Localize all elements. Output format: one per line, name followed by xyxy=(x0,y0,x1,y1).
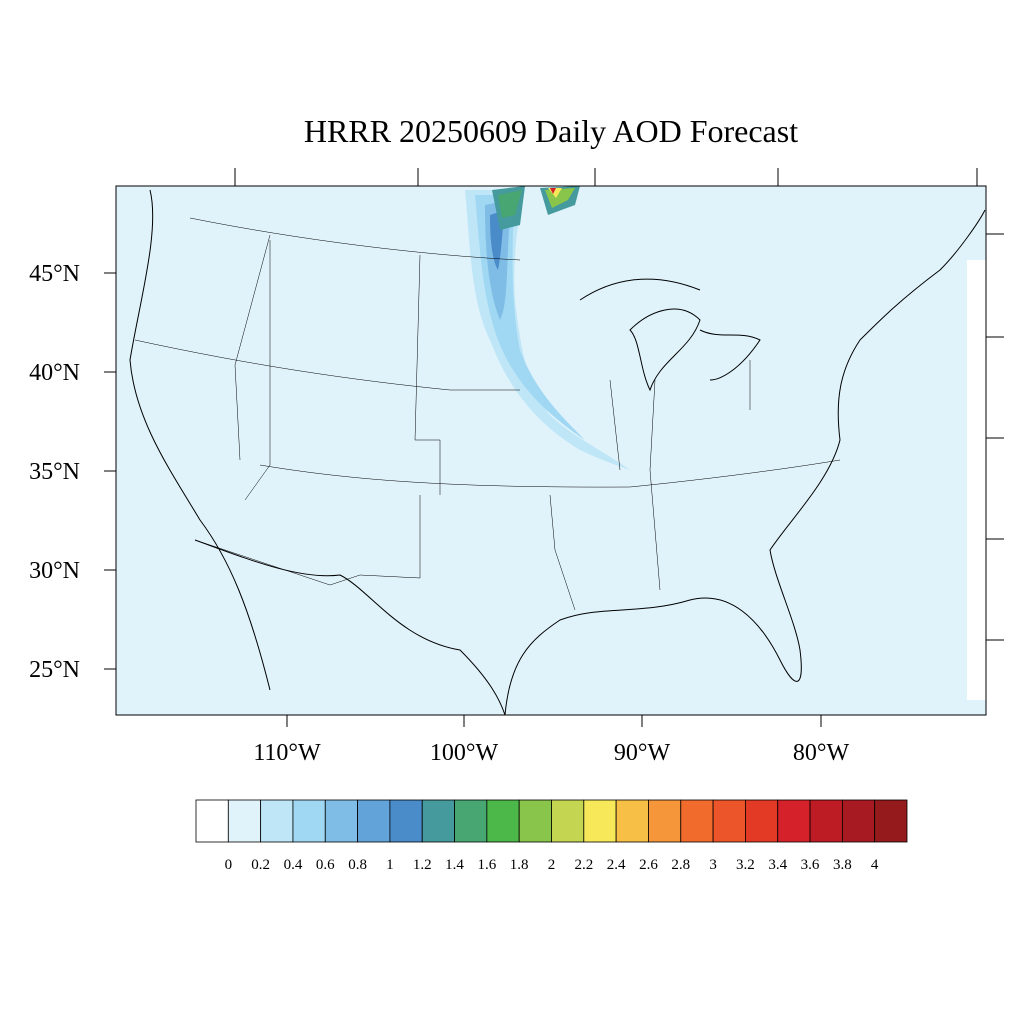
aod-field xyxy=(116,186,986,715)
colorbar-box xyxy=(195,799,229,843)
colorbar-box xyxy=(615,799,649,843)
colorbar: 0 0.2 0.4 0.6 0.8 1 1.2 1.4 1.6 1.8 2 2.2 2.4 2.6 2.8 3… xyxy=(195,799,908,873)
colorbar-box xyxy=(874,799,908,843)
colorbar-label: 1.8 xyxy=(510,857,529,873)
colorbar-box xyxy=(421,799,455,843)
colorbar-label: 2 xyxy=(548,857,556,873)
colorbar-box xyxy=(583,799,617,843)
colorbar-label: 2.2 xyxy=(574,857,593,873)
lat-label: 30°N xyxy=(29,558,80,584)
colorbar-label: 0.4 xyxy=(284,857,303,873)
lat-label: 25°N xyxy=(29,657,80,683)
colorbar-label: 3.4 xyxy=(768,857,787,873)
lon-label: 80°W xyxy=(793,740,850,766)
colorbar-box xyxy=(518,799,552,843)
lat-label: 45°N xyxy=(29,261,80,287)
colorbar-box xyxy=(680,799,714,843)
colorbar-box xyxy=(389,799,423,843)
colorbar-label: 1 xyxy=(386,857,394,873)
map xyxy=(115,185,987,716)
colorbar-box xyxy=(260,799,294,843)
plume xyxy=(550,188,556,194)
colorbar-box xyxy=(292,799,326,843)
map-frame xyxy=(115,185,987,716)
colorbar-label: 4 xyxy=(871,857,879,873)
colorbar-box xyxy=(324,799,358,843)
colorbar-label: 2.8 xyxy=(671,857,690,873)
colorbar-label: 3.2 xyxy=(736,857,755,873)
coastline xyxy=(129,189,986,716)
colorbar-label: 0 xyxy=(225,857,233,873)
colorbar-label: 1.6 xyxy=(477,857,496,873)
plume xyxy=(498,190,522,218)
colorbar-label: 0.6 xyxy=(316,857,335,873)
colorbar-label: 0.8 xyxy=(348,857,367,873)
colorbar-box xyxy=(777,799,811,843)
colorbar-box xyxy=(648,799,682,843)
colorbar-box xyxy=(551,799,585,843)
colorbar-label: 1.4 xyxy=(445,857,464,873)
colorbar-box xyxy=(745,799,779,843)
colorbar-box xyxy=(357,799,391,843)
lon-label: 90°W xyxy=(614,740,671,766)
colorbar-box xyxy=(486,799,520,843)
map-ticks: 45°N 40°N 35°N 30°N 25°N 110°W 100°W 90°W 80°W xyxy=(29,168,1004,766)
lat-label: 40°N xyxy=(29,360,80,386)
state-borders xyxy=(134,217,841,611)
colorbar-label: 2.6 xyxy=(639,857,658,873)
lon-label: 110°W xyxy=(253,740,321,766)
colorbar-label: 3.6 xyxy=(801,857,820,873)
no-data xyxy=(967,260,986,700)
map-title: HRRR 20250609 Daily AOD Forecast xyxy=(304,113,798,149)
colorbar-box xyxy=(227,799,262,843)
colorbar-label: 1.2 xyxy=(413,857,432,873)
colorbar-box xyxy=(841,799,876,843)
colorbar-label: 3.8 xyxy=(833,857,852,873)
colorbar-box xyxy=(712,799,746,843)
colorbar-box xyxy=(454,799,488,843)
lat-label: 35°N xyxy=(29,459,80,485)
colorbar-label: 3 xyxy=(709,857,717,873)
lon-label: 100°W xyxy=(430,740,499,766)
colorbar-label: 0.2 xyxy=(251,857,270,873)
colorbar-box xyxy=(809,799,843,843)
colorbar-label: 2.4 xyxy=(607,857,626,873)
